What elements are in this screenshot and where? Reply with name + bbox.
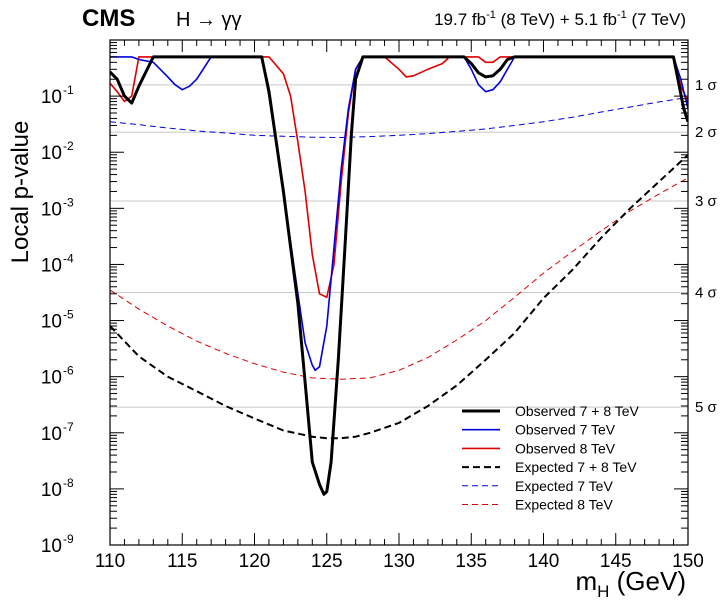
x-tick-label: 120 xyxy=(239,551,271,572)
legend-label: Expected 7 TeV xyxy=(515,478,613,494)
y-tick-exponent: -6 xyxy=(63,364,74,378)
x-tick-label: 115 xyxy=(167,551,197,572)
y-axis-label: Local p-value xyxy=(7,121,34,264)
legend-label: Observed 8 TeV xyxy=(515,440,616,456)
y-tick-exponent: -2 xyxy=(63,139,74,153)
y-tick-exponent: -5 xyxy=(63,308,74,322)
x-axis-label: mH (GeV) xyxy=(575,566,686,601)
x-tick-label: 130 xyxy=(383,551,415,572)
y-tick-label: 10 xyxy=(41,536,62,557)
x-tick-label: 135 xyxy=(455,551,487,572)
y-tick-label: 10 xyxy=(41,199,62,220)
experiment-label: CMS xyxy=(82,5,135,32)
y-tick-label: 10 xyxy=(41,255,62,276)
series-line-2 xyxy=(110,56,688,299)
x-tick-label: 140 xyxy=(528,551,560,572)
y-tick-label: 10 xyxy=(41,368,62,389)
series-line-0 xyxy=(110,55,688,496)
x-tick-label: 150 xyxy=(672,551,704,572)
sigma-label: 4 σ xyxy=(695,284,718,301)
y-tick-exponent: -9 xyxy=(63,532,74,546)
sigma-label: 5 σ xyxy=(695,399,718,416)
lumi-label: 19.7 fb-1 (8 TeV) + 5.1 fb-1 (7 TeV) xyxy=(434,9,686,29)
y-tick-exponent: -1 xyxy=(63,83,74,97)
series-line-4 xyxy=(110,96,688,138)
y-tick-label: 10 xyxy=(41,480,62,501)
y-tick-label: 10 xyxy=(41,87,62,108)
y-tick-label: 10 xyxy=(41,143,62,164)
y-tick-exponent: -4 xyxy=(63,251,74,265)
legend-label: Expected 7 + 8 TeV xyxy=(515,459,637,475)
series-line-5 xyxy=(110,177,688,380)
y-tick-label: 10 xyxy=(41,424,62,445)
channel-label: H → γγ xyxy=(176,9,242,31)
x-tick-label: 145 xyxy=(600,551,632,572)
series-line-3 xyxy=(110,154,688,440)
x-tick-label: 110 xyxy=(95,551,125,572)
y-tick-exponent: -3 xyxy=(63,195,74,209)
legend-label: Observed 7 + 8 TeV xyxy=(515,403,640,419)
y-tick-exponent: -8 xyxy=(63,476,74,490)
legend-label: Observed 7 TeV xyxy=(515,422,616,438)
sigma-label: 2 σ xyxy=(695,124,718,141)
sigma-label: 3 σ xyxy=(695,193,718,210)
y-tick-exponent: -7 xyxy=(63,420,74,434)
sigma-label: 1 σ xyxy=(695,77,718,94)
y-tick-label: 10 xyxy=(41,312,62,333)
legend-label: Expected 8 TeV xyxy=(515,497,613,513)
series-line-1 xyxy=(110,56,688,372)
x-tick-label: 125 xyxy=(311,551,343,572)
